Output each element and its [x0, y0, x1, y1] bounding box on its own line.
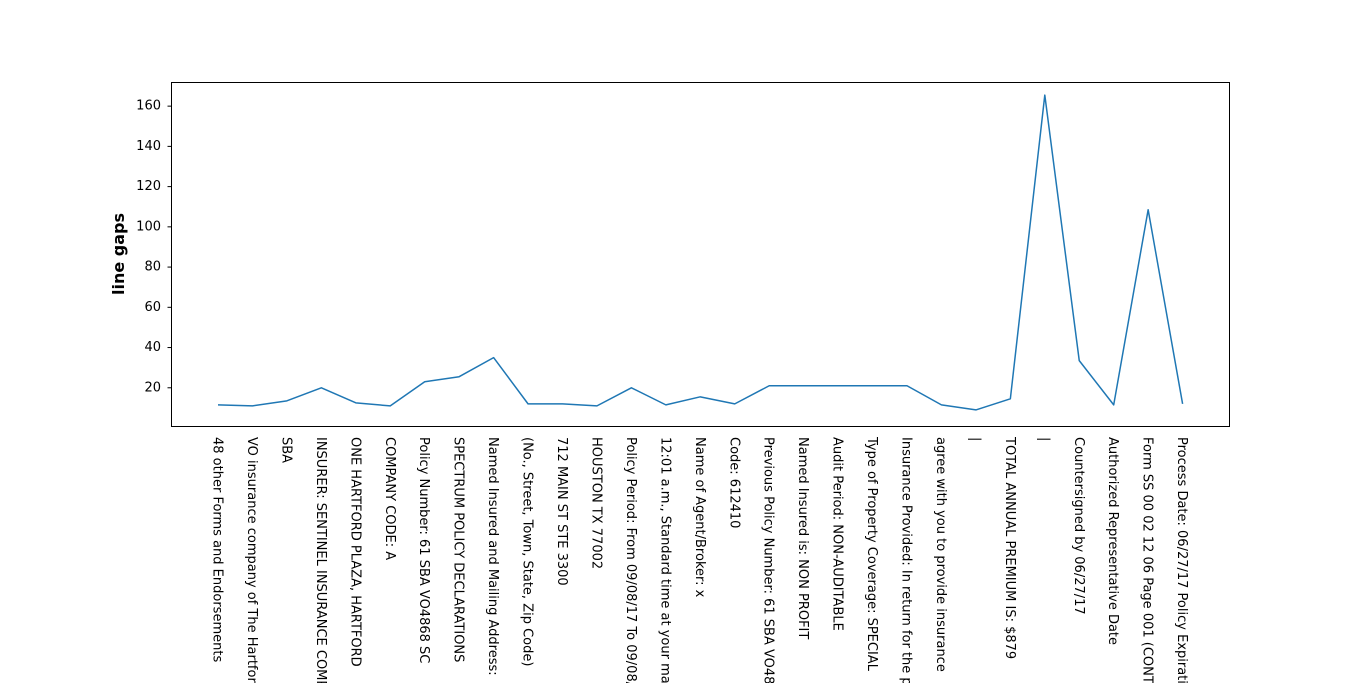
series-line	[217, 94, 1184, 411]
x-tick-label: Named Insured and Mailing Address:	[485, 437, 500, 676]
x-tick-label: |	[1036, 437, 1051, 441]
y-axis-title: line gaps	[109, 213, 128, 295]
x-tick-label: HOUSTON TX 77002	[588, 437, 603, 569]
y-tick-label: 80	[144, 260, 161, 275]
y-tick-label: 60	[144, 300, 161, 315]
x-tick-label: Audit Period: NON-AUDITABLE	[830, 437, 845, 631]
plot-frame	[171, 82, 1230, 427]
x-tick-label: Policy Period: From 09/08/17 To 09/08/18	[623, 437, 638, 683]
x-tick-label: Policy Number: 61 SBA VO4868 SC	[416, 437, 431, 663]
x-tick-label: Authorized Representative Date	[1105, 437, 1120, 645]
x-tick-label: Named Insured is: NON PROFIT	[795, 437, 810, 639]
x-tick-label: ONE HARTFORD PLAZA, HARTFORD	[347, 437, 362, 667]
y-tick-label: 120	[136, 179, 161, 194]
x-tick-label: Countersigned by 06/27/17	[1071, 437, 1086, 615]
x-tick-label: Type of Property Coverage: SPECIAL	[864, 436, 879, 672]
x-tick-label: TOTAL ANNUAL PREMIUM IS: $879	[1002, 436, 1017, 659]
x-tick-label: |	[967, 437, 982, 441]
x-tick-label: Previous Policy Number: 61 SBA VO4868	[761, 437, 776, 683]
y-tick-label: 160	[136, 99, 161, 114]
y-tick-label: 140	[136, 139, 161, 154]
x-tick-label: Form SS 00 02 12 06 Page 001 (CONTINUED)	[1140, 437, 1155, 683]
x-tick-label: VO insurance company of The Hartford	[244, 437, 259, 683]
x-tick-label: agree with you to provide insurance	[933, 437, 948, 672]
y-tick-label: 100	[136, 219, 161, 234]
x-tick-label: SPECTRUM POLICY DECLARATIONS	[451, 437, 466, 662]
x-tick-label: Name of Agent/Broker: x	[692, 437, 707, 598]
x-tick-label: (No., Street, Town, State, Zip Code)	[520, 437, 535, 666]
x-tick-label: INSURER: SENTINEL INSURANCE COMPANY	[313, 437, 328, 683]
x-tick-label: Code: 612410	[726, 437, 741, 528]
x-tick-label: SBA	[278, 437, 293, 463]
x-tick-label: 12:01 a.m., Standard time at your mailin…	[657, 437, 672, 683]
x-tick-label: 48 other Forms and Endorsements	[210, 437, 225, 662]
y-tick-label: 20	[144, 380, 161, 395]
x-tick-label: Insurance Provided: In return for the pa…	[899, 437, 914, 683]
x-tick-label: COMPANY CODE: A	[382, 437, 397, 560]
x-tick-label: Process Date: 06/27/17 Policy Expiration	[1174, 437, 1189, 683]
x-tick-label: 712 MAIN ST STE 3300	[554, 437, 569, 586]
y-tick-label: 40	[144, 340, 161, 355]
